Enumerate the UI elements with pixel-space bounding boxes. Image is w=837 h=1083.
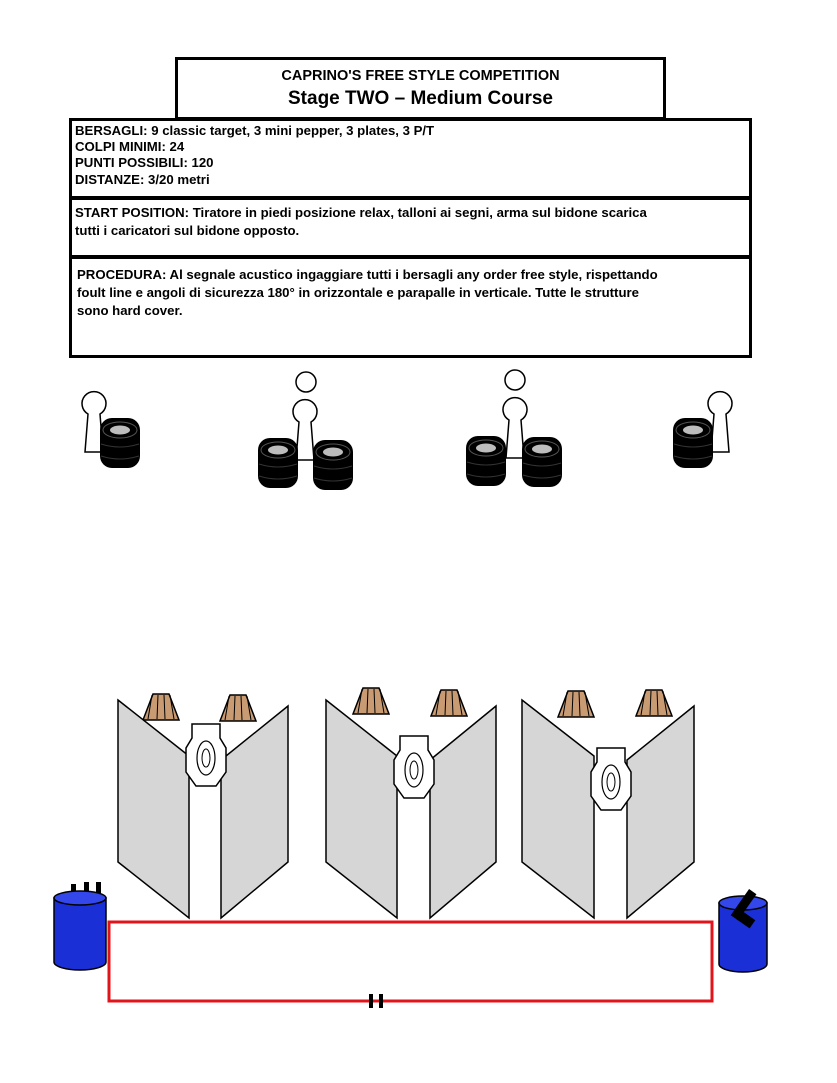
bay-right [521,689,695,920]
tyre-1 [99,417,141,469]
plate-2 [504,369,526,391]
target-group-far-right [672,390,733,469]
wall-1a [117,698,190,920]
start-line-2: tutti i caricatori sul bidone opposto. [75,223,300,238]
distanze-value: 3/20 metri [144,171,210,187]
tyre-6 [672,417,714,469]
punti-label: PUNTI POSSIBILI: [75,155,188,171]
pt-target-3 [590,747,632,811]
plate-1 [295,371,317,393]
tyre-3 [312,439,354,491]
start-line-1: START POSITION: Tiratore in piedi posizi… [75,205,647,220]
stage-info-box: BERSAGLI: 9 classic target, 3 mini peppe… [69,118,752,199]
tyre-5 [521,436,563,488]
wall-2a [325,698,398,920]
barrel-right-gun [718,889,768,973]
wall-1b [220,704,289,920]
procedure-box: PROCEDURA: Al segnale acustico ingaggiar… [69,256,752,358]
bersagli-label: BERSAGLI: [75,123,148,138]
start-position-box: START POSITION: Tiratore in piedi posizi… [69,197,752,258]
start-marks [369,994,383,1008]
distanze-row: DISTANZE: 3/20 metri [75,172,749,188]
classic-target-8 [635,689,673,717]
classic-target-5 [430,689,468,717]
target-group-center-right [465,369,563,488]
wall-3b [626,704,695,920]
classic-target-4 [352,687,390,715]
bay-left [117,693,289,920]
classic-target-7 [557,690,595,718]
competition-title: CAPRINO'S FREE STYLE COMPETITION [281,68,560,84]
punti-value: 120 [187,155,214,171]
procedure-line-2: foult line e angoli di sicurezza 180° in… [77,285,639,300]
stage-title: Stage TWO – Medium Course [288,88,553,109]
wall-2b [429,704,497,920]
procedure-line-3: sono hard cover. [77,303,183,318]
pistol-icon [730,889,757,929]
bersagli-row: BERSAGLI: 9 classic target, 3 mini peppe… [75,123,749,139]
classic-target-1 [142,693,180,721]
wall-3a [521,698,595,920]
pt-target-2 [393,735,435,799]
bersagli-value: 9 classic target, 3 mini pepper, 3 plate… [147,123,435,138]
tyre-2 [257,437,299,489]
colpi-value: 24 [165,139,185,155]
bay-center [325,687,497,920]
procedure-line-1: PROCEDURA: Al segnale acustico ingaggiar… [77,267,658,282]
pt-target-1 [185,723,227,787]
tyre-4 [465,435,507,487]
colpi-row: COLPI MINIMI: 24 [75,139,749,155]
target-group-center-left [257,371,354,491]
barrel-left-magazines [53,882,107,971]
target-group-far-left [81,390,141,469]
punti-row: PUNTI POSSIBILI: 120 [75,155,749,171]
classic-target-2 [219,694,257,722]
distanze-label: DISTANZE: [75,171,145,187]
colpi-label: COLPI MINIMI: [75,139,166,155]
title-box: CAPRINO'S FREE STYLE COMPETITION Stage T… [175,57,666,120]
foult-line [107,920,714,1003]
barrel-left [53,897,107,971]
